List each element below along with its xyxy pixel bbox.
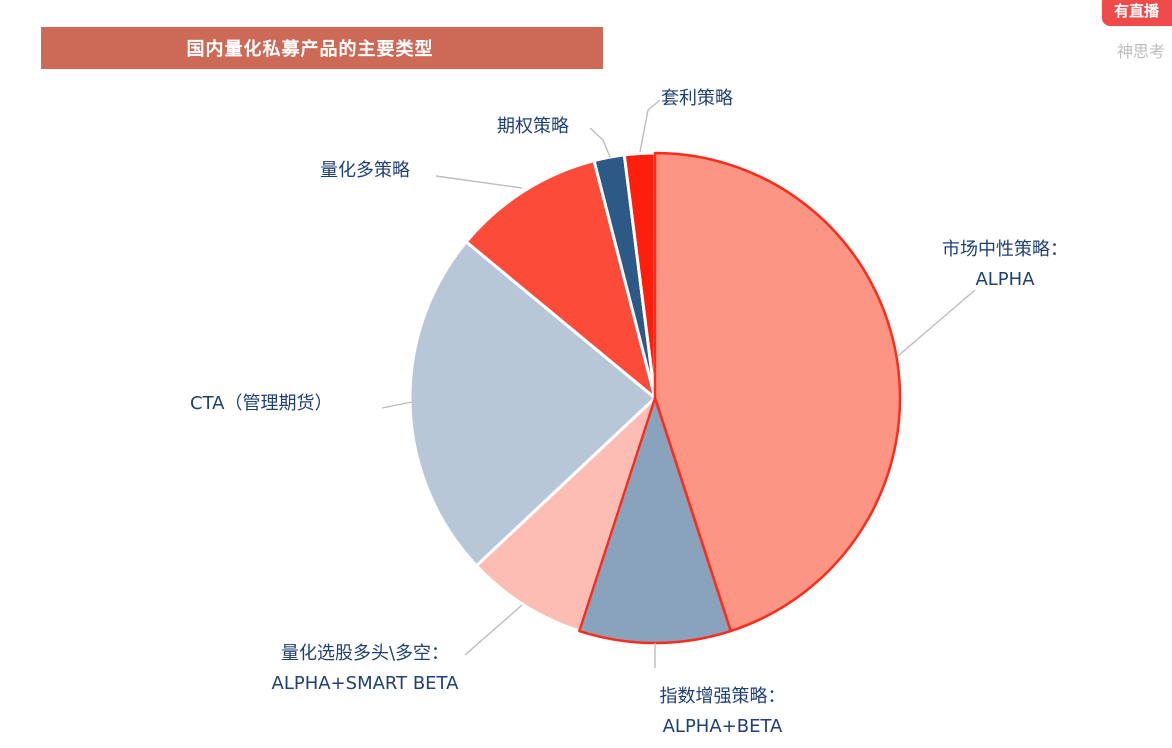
label-index-enhanced-line1: 指数增强策略： [659, 686, 786, 707]
leader-line-multi-strategy [435, 175, 523, 189]
label-cta-line1: CTA（管理期货） [190, 393, 333, 414]
label-multi-strategy: 量化多策略 [320, 156, 410, 186]
label-index-enhanced-line2: ALPHA+BETA [662, 716, 783, 737]
pie-slice-cta [408, 240, 657, 568]
label-market-neutral-line2: ALPHA [975, 269, 1035, 290]
live-badge[interactable]: 有直播 [1102, 0, 1172, 26]
leader-line-arbitrage-strategy [639, 99, 661, 153]
label-market-neutral-line1: 市场中性策略： [942, 239, 1068, 260]
watermark-text: 神思考 [1117, 42, 1166, 61]
label-option-strategy: 期权策略 [497, 112, 569, 142]
leader-line-stock-selection [464, 604, 523, 656]
chart-title-bar: 国内量化私募产品的主要类型 [41, 27, 603, 69]
pie-slice-stock-selection [474, 396, 657, 633]
label-leader-lines [381, 99, 976, 668]
pie-slice-market-neutral [653, 151, 902, 633]
label-stock-selection-line1: 量化选股多头\多空： [280, 643, 450, 664]
label-arbitrage-strategy-line1: 套利策略 [661, 88, 733, 109]
label-multi-strategy-line1: 量化多策略 [320, 160, 410, 181]
pie-slices [408, 151, 902, 645]
leader-line-cta [381, 401, 413, 409]
leader-line-market-neutral [897, 289, 976, 357]
label-cta: CTA（管理期货） [190, 389, 332, 419]
label-stock-selection-line2: ALPHA+SMART BETA [271, 673, 459, 694]
label-option-strategy-line1: 期权策略 [497, 116, 569, 137]
label-index-enhanced: 指数增强策略： ALPHA+BETA [630, 682, 815, 742]
label-market-neutral: 市场中性策略： ALPHA [925, 235, 1085, 295]
chart-title: 国内量化私募产品的主要类型 [186, 39, 434, 60]
leader-line-option-strategy [589, 127, 611, 158]
label-arbitrage-strategy: 套利策略 [661, 84, 733, 114]
label-stock-selection: 量化选股多头\多空： ALPHA+SMART BETA [240, 639, 490, 699]
